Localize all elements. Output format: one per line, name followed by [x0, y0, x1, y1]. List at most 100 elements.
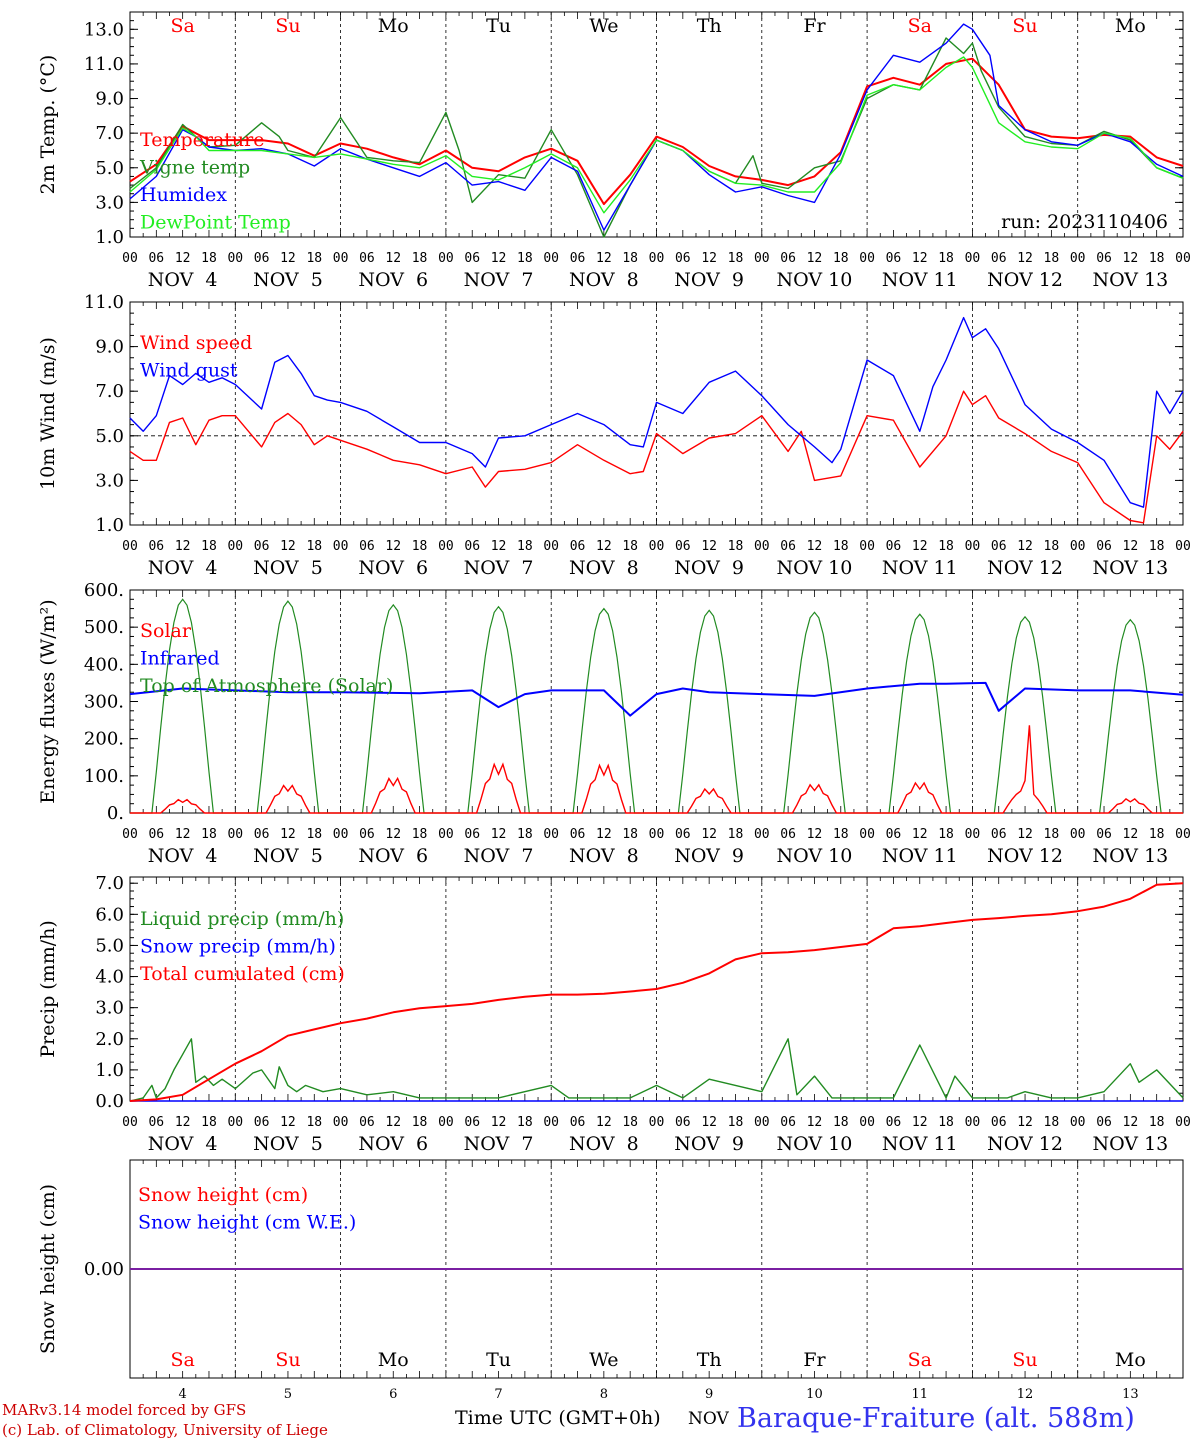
hour-tick-label: 18	[938, 827, 954, 842]
y-tick-label: 4.0	[95, 967, 124, 988]
hour-tick-label: 18	[201, 1115, 217, 1130]
date-label: NOV 4	[148, 557, 218, 579]
y-tick-label: 0.00	[84, 1259, 124, 1280]
date-label: NOV 5	[253, 269, 323, 291]
hour-tick-label: 12	[912, 1115, 928, 1130]
date-label: NOV 6	[358, 845, 428, 867]
hour-tick-label: 00	[122, 827, 138, 842]
hour-tick-label: 12	[491, 251, 507, 266]
hour-tick-label: 18	[201, 539, 217, 554]
y-tick-label: 2.0	[95, 1029, 124, 1050]
hour-tick-label: 18	[517, 827, 533, 842]
hour-tick-label: 00	[543, 1115, 559, 1130]
hour-tick-label: 00	[543, 539, 559, 554]
hour-tick-label: 00	[438, 251, 454, 266]
hour-tick-label: 00	[543, 827, 559, 842]
hour-tick-label: 18	[412, 539, 428, 554]
hour-tick-label: 06	[464, 1115, 480, 1130]
y-tick-label: 300.	[84, 692, 124, 713]
hour-tick-label: 00	[1175, 827, 1191, 842]
y-tick-label: 5.0	[95, 935, 124, 956]
y-axis-label: 10m Wind (m/s)	[37, 337, 59, 490]
hour-tick-label: 00	[965, 539, 981, 554]
panel-energy: 0. 100. 200. 300. 400. 500. 600. Energy fluxes …	[37, 580, 1191, 867]
date-label: NOV 8	[569, 557, 639, 579]
hour-tick-label: 06	[570, 827, 586, 842]
hour-tick-label: 06	[570, 1115, 586, 1130]
hour-tick-label: 12	[1017, 539, 1033, 554]
legend-entry: Liquid precip (mm/h)	[140, 908, 344, 930]
date-label: NOV 6	[358, 269, 428, 291]
date-label: NOV 6	[358, 557, 428, 579]
day-number-label: 13	[1122, 1387, 1139, 1402]
day-label: Th	[697, 1349, 722, 1371]
hour-tick-label: 12	[491, 827, 507, 842]
y-tick-label: 11.0	[84, 54, 124, 75]
date-label: NOV 10	[777, 557, 853, 579]
hour-tick-label: 12	[701, 251, 717, 266]
legend-entry: Snow height (cm)	[138, 1184, 308, 1206]
series-infrared	[129, 681, 1184, 717]
panel-wind: 1.0 3.0 5.0 7.0 9.0 11.0 10m Wind (m/s) 00 06 12 1…	[37, 292, 1191, 579]
y-tick-label: 400.	[84, 654, 124, 675]
hour-tick-label: 06	[1096, 1115, 1112, 1130]
hour-tick-label: 00	[859, 539, 875, 554]
hour-tick-label: 12	[1017, 827, 1033, 842]
date-label: NOV 7	[464, 1133, 534, 1155]
hour-tick-label: 06	[254, 251, 270, 266]
y-tick-label: 0.	[107, 803, 124, 824]
hour-tick-label: 06	[254, 827, 270, 842]
hour-tick-label: 00	[333, 251, 349, 266]
hour-tick-label: 12	[491, 1115, 507, 1130]
hour-tick-label: 00	[1070, 539, 1086, 554]
legend-entry: Wind gust	[140, 360, 238, 382]
date-label: NOV 13	[1092, 269, 1168, 291]
hour-tick-label: 18	[1149, 827, 1165, 842]
y-tick-label: 1.0	[95, 227, 124, 248]
y-axis-label: Precip (mm/h)	[37, 920, 59, 1058]
hour-tick-label: 00	[1070, 1115, 1086, 1130]
date-label: NOV 10	[777, 845, 853, 867]
hour-tick-label: 12	[175, 827, 191, 842]
hour-tick-label: 18	[622, 827, 638, 842]
hour-tick-label: 06	[359, 827, 375, 842]
y-tick-label: 0.0	[95, 1091, 124, 1112]
y-axis-label: Snow height (cm)	[37, 1184, 59, 1354]
date-label: NOV 6	[358, 1133, 428, 1155]
hour-tick-label: 06	[148, 539, 164, 554]
hour-tick-label: 18	[517, 1115, 533, 1130]
hour-tick-label: 18	[306, 827, 322, 842]
legend-entry: Infrared	[140, 648, 220, 670]
day-label: Mo	[378, 15, 409, 37]
date-label: NOV 7	[464, 557, 534, 579]
footer-lab-credit: (c) Lab. of Climatology, University of L…	[2, 1421, 328, 1439]
hour-tick-label: 12	[701, 827, 717, 842]
hour-tick-label: 00	[333, 539, 349, 554]
hour-tick-label: 18	[201, 251, 217, 266]
hour-tick-label: 06	[254, 1115, 270, 1130]
hour-tick-label: 06	[886, 539, 902, 554]
hour-tick-label: 18	[833, 827, 849, 842]
hour-tick-label: 18	[728, 251, 744, 266]
day-number-label: 11	[911, 1387, 928, 1402]
hour-tick-label: 06	[675, 539, 691, 554]
hour-tick-label: 00	[649, 251, 665, 266]
hour-tick-label: 06	[359, 1115, 375, 1130]
panel-snow: 0.00 Snow height (cm) Sa Su Mo Tu We Th Fr Sa Su Mo…	[37, 1159, 1184, 1402]
date-label: NOV 4	[148, 845, 218, 867]
hour-tick-label: 00	[1175, 1115, 1191, 1130]
y-tick-label: 13.0	[84, 19, 124, 40]
hour-tick-label: 18	[622, 539, 638, 554]
hour-tick-label: 00	[649, 539, 665, 554]
hour-tick-label: 18	[201, 827, 217, 842]
hour-tick-label: 06	[991, 1115, 1007, 1130]
hour-tick-label: 18	[306, 539, 322, 554]
hour-tick-label: 12	[596, 1115, 612, 1130]
hour-tick-label: 06	[1096, 827, 1112, 842]
y-tick-label: 500.	[84, 617, 124, 638]
hour-tick-label: 06	[991, 539, 1007, 554]
hour-tick-label: 12	[491, 539, 507, 554]
hour-tick-label: 12	[385, 1115, 401, 1130]
hour-tick-label: 06	[570, 539, 586, 554]
date-label: NOV 9	[674, 845, 744, 867]
